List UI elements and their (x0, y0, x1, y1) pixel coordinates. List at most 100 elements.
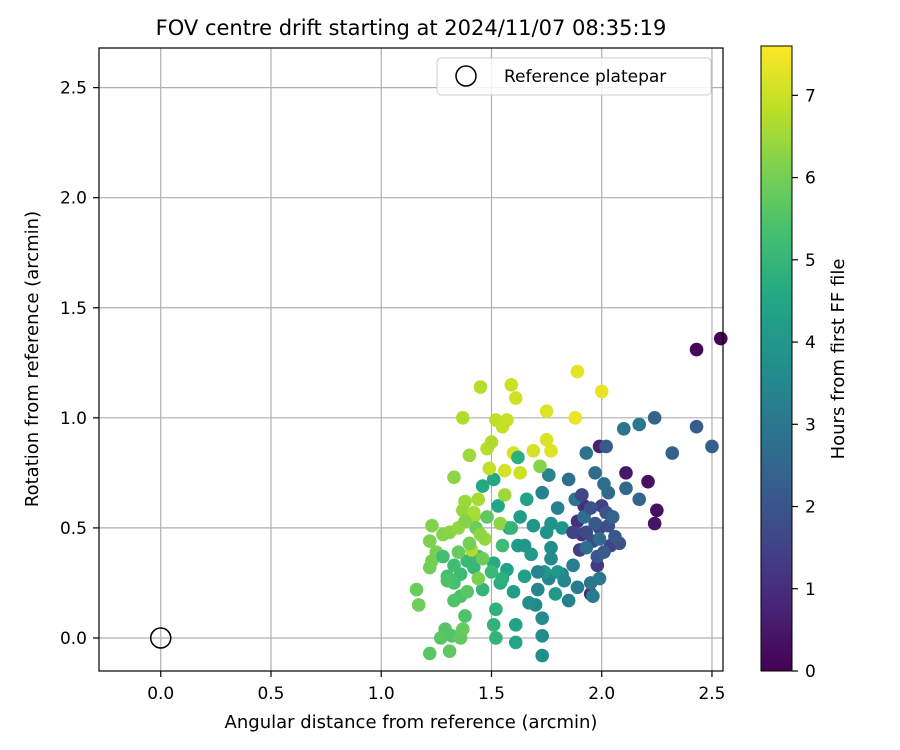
data-point (597, 477, 611, 491)
data-point (526, 518, 541, 533)
data-point (544, 540, 558, 555)
data-point (579, 540, 594, 555)
data-point (504, 378, 519, 392)
data-point (473, 527, 488, 542)
data-point (632, 492, 647, 507)
data-point (605, 510, 620, 524)
data-point (597, 545, 611, 559)
data-point (689, 342, 704, 357)
data-point (460, 554, 475, 568)
y-tick-label: 0.0 (60, 629, 87, 649)
data-point (506, 584, 521, 599)
data-point (555, 521, 569, 535)
data-point (544, 444, 558, 458)
legend-box (436, 57, 712, 96)
data-point (535, 611, 549, 625)
data-point (484, 435, 499, 449)
x-tick-label: 1.0 (368, 684, 395, 704)
data-point (647, 411, 662, 425)
data-point (535, 485, 549, 500)
data-point (632, 417, 647, 432)
data-point (422, 646, 437, 661)
data-point (447, 470, 461, 485)
data-point (508, 391, 523, 405)
data-point (467, 505, 481, 520)
data-point (484, 565, 499, 579)
data-point (475, 582, 490, 597)
data-point (579, 446, 594, 460)
data-point (480, 510, 494, 524)
data-point (513, 510, 527, 524)
colorbar-tick-label: 2 (805, 498, 816, 518)
data-point (539, 404, 554, 419)
data-point (566, 525, 580, 540)
data-point (508, 617, 523, 632)
data-points (409, 331, 728, 663)
colorbar (760, 45, 793, 672)
data-point (557, 573, 572, 588)
data-point (550, 501, 565, 515)
data-point (486, 617, 501, 632)
data-point (451, 545, 466, 559)
data-point (447, 558, 461, 573)
data-point (458, 609, 472, 623)
data-point (647, 516, 662, 531)
legend-open-circle-icon (455, 65, 477, 87)
data-point (641, 474, 655, 489)
data-point (497, 463, 512, 478)
data-point (486, 472, 501, 487)
colorbar-label: Hours from first FF file (828, 259, 849, 460)
data-point (705, 439, 719, 454)
x-tick-label: 1.5 (478, 684, 505, 704)
reference-marker-layer (149, 627, 172, 649)
data-point (475, 479, 490, 493)
data-point (713, 331, 728, 346)
data-point (504, 521, 519, 535)
data-point (561, 593, 576, 608)
data-point (526, 444, 541, 458)
x-axis-ticks: 0.0 0.5 1.0 1.5 2.0 2.5 (147, 671, 725, 704)
data-point (471, 492, 486, 507)
data-point (517, 538, 532, 553)
colorbar-tick-label: 0 (805, 662, 816, 682)
data-point (594, 384, 609, 399)
data-point (513, 466, 527, 480)
data-point (588, 466, 602, 480)
colorbar-tick-label: 7 (805, 86, 816, 106)
data-point (566, 558, 580, 573)
data-point (522, 595, 536, 610)
data-point (530, 565, 545, 579)
data-point (458, 494, 472, 509)
data-point (568, 411, 583, 425)
data-point (508, 635, 523, 650)
y-tick-label: 1.0 (60, 409, 87, 429)
data-point (436, 549, 450, 564)
data-point (575, 488, 589, 502)
y-tick-label: 2.5 (60, 79, 87, 99)
x-tick-label: 2.0 (588, 684, 615, 704)
data-point (665, 446, 680, 460)
data-point (561, 472, 576, 487)
colorbar-tick-label: 1 (805, 580, 816, 600)
chart-title: FOV centre drift starting at 2024/11/07 … (156, 16, 667, 40)
x-tick-label: 0.5 (257, 684, 284, 704)
data-point (409, 582, 424, 597)
y-axis-ticks: 0.0 0.5 1.0 1.5 2.0 2.5 (60, 79, 99, 649)
data-point (619, 481, 633, 496)
legend: Reference platepar (436, 57, 712, 96)
data-point (570, 580, 585, 595)
data-point (570, 364, 585, 379)
data-point (411, 598, 426, 612)
data-point (495, 571, 510, 586)
legend-entry-reference: Reference platepar (504, 67, 666, 87)
data-point (489, 631, 503, 645)
data-point (422, 534, 437, 548)
data-point (442, 644, 457, 658)
x-axis-label: Angular distance from reference (arcmin) (225, 712, 598, 733)
data-point (588, 516, 602, 531)
x-tick-label: 2.5 (698, 684, 725, 704)
reference-platepar-marker (149, 627, 172, 649)
data-point (425, 518, 439, 533)
y-tick-label: 2.0 (60, 189, 87, 209)
